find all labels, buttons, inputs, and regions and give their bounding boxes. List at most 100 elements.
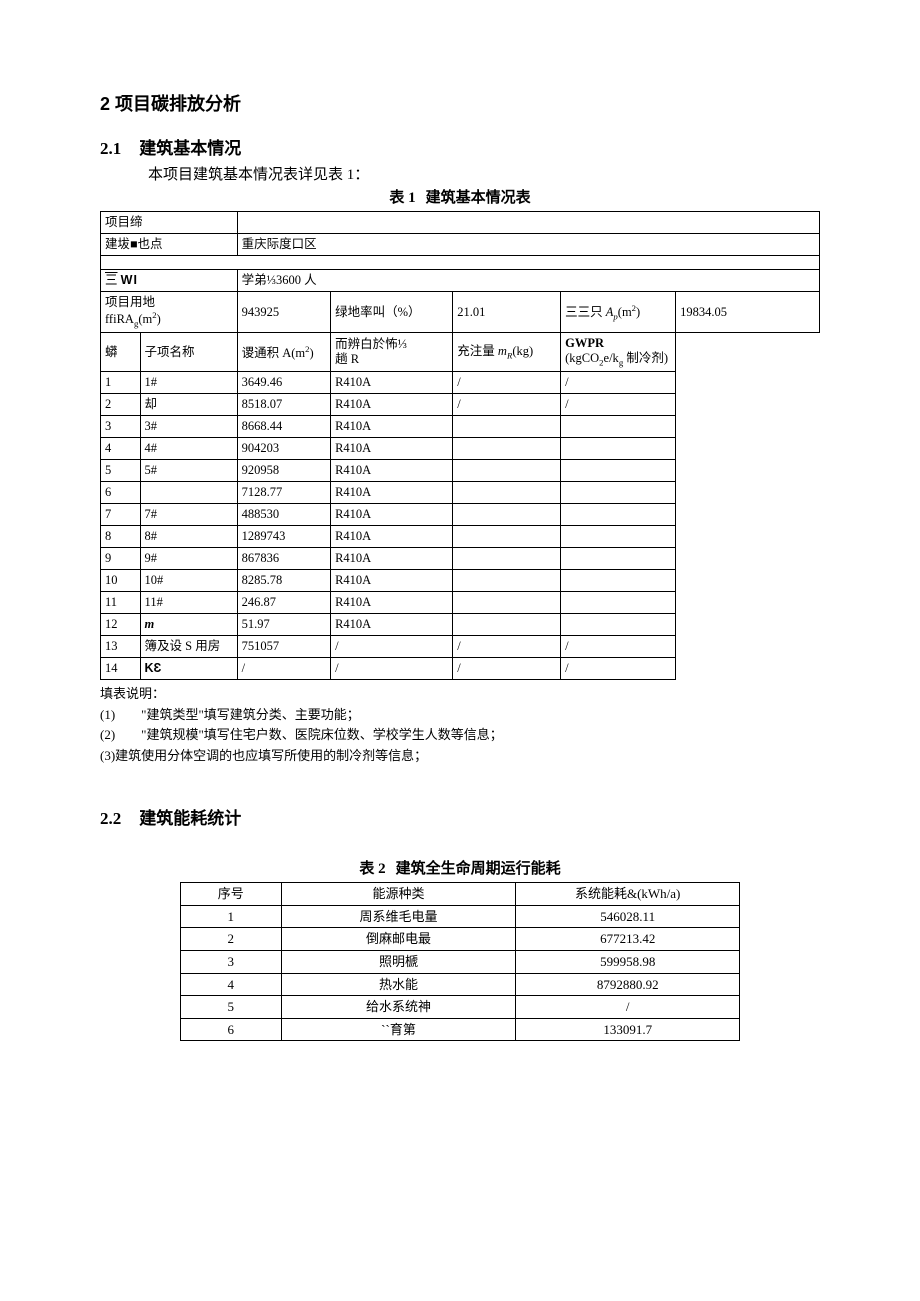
cell-ap-value: 19834.05 <box>676 292 820 333</box>
cell-refrigerant: R410A <box>331 394 453 416</box>
table1-caption: 表 1 建筑基本情况表 <box>100 186 820 207</box>
cell-index: 6 <box>101 482 141 504</box>
cell-mr <box>453 460 561 482</box>
cell-refrigerant: R410A <box>331 372 453 394</box>
cell-refrigerant: R410A <box>331 614 453 636</box>
table-row: 三 WI 学弟⅓3600 人 <box>101 270 820 292</box>
table-row: 建坺■也点 重庆际度口区 <box>101 234 820 256</box>
caption-number: 表 2 <box>359 861 385 877</box>
table-row: 88#1289743R410A <box>101 526 820 548</box>
cell-area: 7128.77 <box>237 482 330 504</box>
hdr-col2: 子项名称 <box>140 333 237 372</box>
cell-area: 51.97 <box>237 614 330 636</box>
table-row <box>101 256 820 270</box>
cell-type: 倒麻邮电最 <box>281 928 516 951</box>
cell-area: / <box>237 658 330 680</box>
cell-project: 项目缔 <box>101 212 238 234</box>
intro-text: 本项目建筑基本情况表详见表 1： <box>148 163 820 184</box>
cell-value: 599958.98 <box>516 950 740 973</box>
cell-line: 而辨白於怖⅓ <box>335 337 448 352</box>
cell-line: 趟 R <box>335 352 448 367</box>
table-row: 33#8668.44R410A <box>101 416 820 438</box>
cell-name: 10# <box>140 570 237 592</box>
cell-type: 周系维毛电量 <box>281 905 516 928</box>
cell-area: 920958 <box>237 460 330 482</box>
cell-line: 项目用地 <box>105 295 233 310</box>
cell-name: 3# <box>140 416 237 438</box>
table-row: 1111#246.87R410A <box>101 592 820 614</box>
cell-gwp: / <box>561 636 676 658</box>
cell-name: 4# <box>140 438 237 460</box>
cell-type: 给水系统神 <box>281 996 516 1019</box>
cell-area: 246.87 <box>237 592 330 614</box>
cell-name: 1# <box>140 372 237 394</box>
cell-mr <box>453 548 561 570</box>
table-header-row: 蟒 子项名称 谡通积 A(m2) 而辨白於怖⅓ 趟 R 充注量 mR(kg) G… <box>101 333 820 372</box>
cell-index: 2 <box>101 394 141 416</box>
cell-index: 5 <box>181 996 282 1019</box>
cell-gwp <box>561 504 676 526</box>
caption-text: 建筑基本情况表 <box>426 189 531 206</box>
table-row: 6 7128.77R410A <box>101 482 820 504</box>
cell-refrigerant: / <box>331 636 453 658</box>
cell-line: (kgCO2e/kg 制冷剂) <box>565 351 671 368</box>
cell-index: 14 <box>101 658 141 680</box>
table-row: 4热水能8792880.92 <box>181 973 740 996</box>
cell-name: m <box>140 614 237 636</box>
cell-index: 5 <box>101 460 141 482</box>
subsection-2-1: 2.1建筑基本情况 <box>100 134 820 159</box>
table-row: 2倒麻邮电最677213.42 <box>181 928 740 951</box>
cell-index: 2 <box>181 928 282 951</box>
caption-number: 表 1 <box>389 190 415 206</box>
cell-name: KԐ <box>140 658 237 680</box>
table-row: 99#867836R410A <box>101 548 820 570</box>
notes-line: (1) "建筑类型"填写建筑分类、主要功能； <box>100 705 820 725</box>
cell-refrigerant: / <box>331 658 453 680</box>
cell-refrigerant: R410A <box>331 526 453 548</box>
hdr-col6: GWPR (kgCO2e/kg 制冷剂) <box>561 333 676 372</box>
table-1: 项目缔 建坺■也点 重庆际度口区 三 WI 学弟⅓3600 人 项目用地 ffi… <box>100 211 820 680</box>
cell-value: / <box>516 996 740 1019</box>
cell-gwp <box>561 460 676 482</box>
cell-gwp <box>561 416 676 438</box>
cell-area: 8668.44 <box>237 416 330 438</box>
table-2: 序号 能源种类 系统能耗&(kWh/a) 1周系维毛电量546028.112倒麻… <box>180 882 740 1041</box>
cell-mr <box>453 592 561 614</box>
subsection-title: 建筑能耗统计 <box>139 809 241 828</box>
cell-gwp <box>561 614 676 636</box>
table-header-row: 序号 能源种类 系统能耗&(kWh/a) <box>181 883 740 906</box>
table-row: 3照明榹599958.98 <box>181 950 740 973</box>
cell-name: 8# <box>140 526 237 548</box>
subsection-number: 2.2 <box>100 809 121 828</box>
cell-gwp <box>561 592 676 614</box>
hdr-col3: 系统能耗&(kWh/a) <box>516 883 740 906</box>
cell-mr <box>453 526 561 548</box>
cell-index: 7 <box>101 504 141 526</box>
cell-gwp: / <box>561 372 676 394</box>
table-row: 14KԐ//// <box>101 658 820 680</box>
cell-greenrate-label: 绿地率叫（%） <box>331 292 453 333</box>
table-row: 77#488530R410A <box>101 504 820 526</box>
table-row: 2却8518.07R410A// <box>101 394 820 416</box>
cell-location-value: 重庆际度口区 <box>237 234 819 256</box>
cell-refrigerant: R410A <box>331 482 453 504</box>
cell-area: 904203 <box>237 438 330 460</box>
cell-refrigerant: R410A <box>331 570 453 592</box>
cell-mr <box>453 416 561 438</box>
cell-index: 10 <box>101 570 141 592</box>
cell-value: 133091.7 <box>516 1018 740 1041</box>
cell-name: 5# <box>140 460 237 482</box>
table-row: 6``育第133091.7 <box>181 1018 740 1041</box>
cell-refrigerant: R410A <box>331 460 453 482</box>
table-row: 项目缔 <box>101 212 820 234</box>
cell-index: 13 <box>101 636 141 658</box>
cell-name: 簿及设 S 用房 <box>140 636 237 658</box>
cell-landarea-label: 项目用地 ffiRAg(m2) <box>101 292 238 333</box>
section-heading: 2 项目碳排放分析 <box>100 90 820 116</box>
subsection-number: 2.1 <box>100 139 121 158</box>
cell-gwp: / <box>561 658 676 680</box>
cell-area: 867836 <box>237 548 330 570</box>
hdr-col3: 谡通积 A(m2) <box>237 333 330 372</box>
cell-mr: / <box>453 372 561 394</box>
cell-index: 1 <box>101 372 141 394</box>
